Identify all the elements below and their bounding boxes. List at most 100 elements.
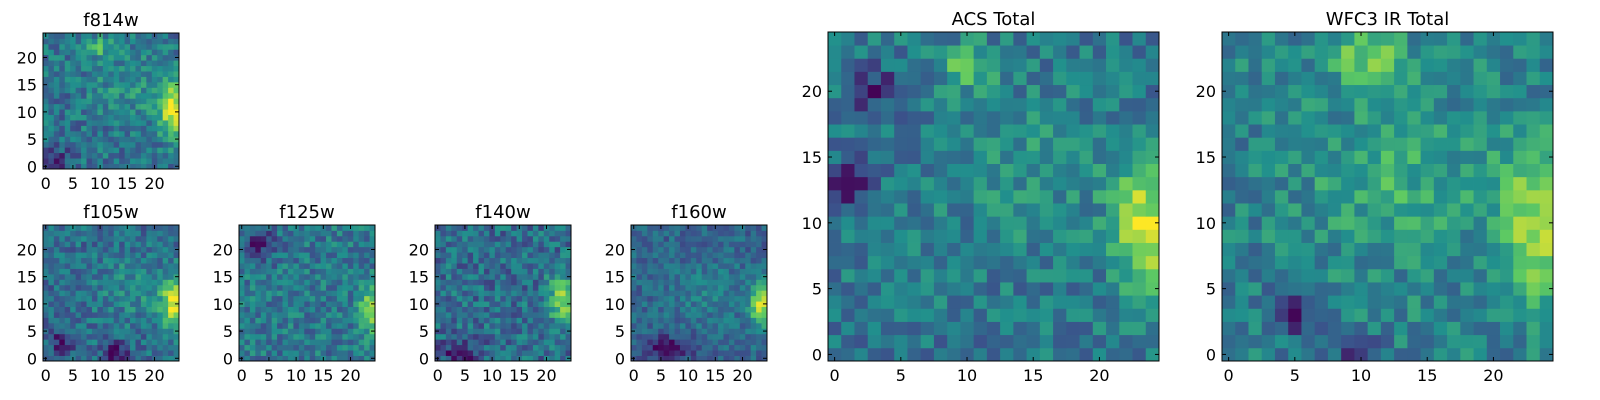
heatmap-cell bbox=[841, 45, 855, 59]
heatmap-cell bbox=[1526, 255, 1541, 270]
heatmap-cell bbox=[1394, 229, 1408, 243]
heatmap-cell bbox=[511, 290, 517, 297]
heatmap-cell bbox=[64, 306, 71, 313]
heatmap-cell bbox=[48, 301, 55, 307]
heatmap-cell bbox=[249, 322, 256, 329]
heatmap-cell bbox=[364, 350, 370, 356]
heatmap-cell bbox=[59, 344, 66, 351]
heatmap-cell bbox=[168, 125, 174, 132]
heatmap-cell bbox=[440, 306, 447, 313]
x-tick-label: 20 bbox=[1089, 366, 1109, 385]
heatmap-cell bbox=[102, 301, 109, 307]
heatmap-cell bbox=[146, 92, 153, 99]
heatmap-cell bbox=[483, 355, 490, 362]
heatmap-cell bbox=[102, 328, 109, 335]
heatmap-cell bbox=[249, 290, 256, 297]
heatmap-cell bbox=[113, 54, 120, 61]
heatmap-cell bbox=[244, 241, 251, 248]
heatmap-cell bbox=[1354, 137, 1369, 151]
heatmap-cell bbox=[1066, 32, 1080, 46]
heatmap-cell bbox=[1119, 176, 1133, 191]
heatmap-cell bbox=[1354, 268, 1369, 283]
heatmap-cell bbox=[1119, 137, 1133, 151]
heatmap-cell bbox=[102, 152, 109, 159]
heatmap-cell bbox=[1354, 58, 1369, 72]
heatmap-cell bbox=[146, 252, 153, 259]
heatmap-cell bbox=[59, 43, 66, 50]
heatmap-cell bbox=[358, 284, 365, 291]
heatmap-cell bbox=[86, 114, 93, 121]
heatmap-cell bbox=[1341, 58, 1355, 72]
heatmap-cell bbox=[124, 263, 131, 269]
heatmap-cell bbox=[761, 322, 768, 329]
heatmap-cell bbox=[685, 246, 692, 253]
heatmap-cell bbox=[162, 306, 169, 313]
heatmap-cell bbox=[1145, 255, 1160, 270]
heatmap-cell bbox=[718, 268, 724, 275]
heatmap-cell bbox=[854, 347, 869, 362]
heatmap-cell bbox=[151, 339, 158, 346]
heatmap-cell bbox=[168, 130, 174, 137]
heatmap-cell bbox=[1500, 71, 1514, 86]
heatmap-cell bbox=[59, 328, 66, 335]
heatmap-cell bbox=[70, 263, 77, 269]
heatmap-cell bbox=[894, 268, 908, 283]
heatmap-cell bbox=[298, 328, 305, 335]
heatmap-cell bbox=[130, 252, 136, 259]
heatmap-cell bbox=[516, 344, 523, 351]
heatmap-cell bbox=[1066, 282, 1080, 296]
heatmap-cell bbox=[674, 284, 681, 291]
heatmap-cell bbox=[456, 241, 463, 248]
heatmap-cell bbox=[500, 230, 507, 237]
heatmap-cell bbox=[712, 257, 719, 264]
heatmap-cell bbox=[652, 322, 659, 329]
heatmap-cell bbox=[86, 130, 93, 137]
heatmap-cell bbox=[157, 33, 164, 39]
heatmap-cell bbox=[81, 49, 87, 56]
heatmap-cell bbox=[1261, 32, 1276, 46]
heatmap-cell bbox=[353, 290, 360, 297]
heatmap-cell bbox=[48, 114, 55, 121]
heatmap-cell bbox=[119, 241, 125, 248]
heatmap-cell bbox=[320, 344, 327, 351]
heatmap-cell bbox=[1026, 45, 1041, 59]
heatmap-cell bbox=[102, 246, 109, 253]
heatmap-cell bbox=[456, 333, 463, 340]
heatmap-cell bbox=[543, 317, 550, 324]
heatmap-cell bbox=[674, 301, 681, 307]
heatmap-cell bbox=[718, 263, 724, 269]
heatmap-cell bbox=[712, 290, 719, 297]
heatmap-cell bbox=[674, 246, 681, 253]
heatmap-cell bbox=[690, 295, 697, 302]
heatmap-cell bbox=[986, 71, 1001, 86]
heatmap-cell bbox=[1261, 97, 1276, 112]
heatmap-cell bbox=[1420, 308, 1435, 322]
heatmap-cell bbox=[718, 273, 724, 280]
heatmap-cell bbox=[483, 279, 490, 286]
heatmap-cell bbox=[162, 268, 169, 275]
heatmap-cell bbox=[489, 268, 496, 275]
heatmap-cell bbox=[1039, 334, 1054, 349]
heatmap-cell bbox=[64, 60, 71, 67]
heatmap-cell bbox=[53, 38, 60, 45]
heatmap-cell bbox=[331, 273, 338, 280]
heatmap-cell bbox=[1288, 163, 1302, 178]
heatmap-cell bbox=[494, 273, 501, 280]
heatmap-cell bbox=[81, 263, 87, 269]
heatmap-cell bbox=[130, 230, 136, 237]
heatmap-cell bbox=[1092, 282, 1107, 296]
heatmap-cell bbox=[1288, 295, 1302, 309]
heatmap-cell bbox=[652, 317, 659, 324]
heatmap-cell bbox=[53, 136, 60, 143]
heatmap-cell bbox=[151, 136, 158, 143]
heatmap-cell bbox=[478, 257, 485, 264]
heatmap-cell bbox=[157, 230, 164, 237]
heatmap-cell bbox=[1486, 268, 1501, 283]
heatmap-cell bbox=[97, 60, 104, 67]
heatmap-cell bbox=[1341, 255, 1355, 270]
heatmap-cell bbox=[516, 257, 523, 264]
heatmap-cell bbox=[1274, 97, 1289, 112]
heatmap-cell bbox=[1433, 150, 1448, 164]
heatmap-cell bbox=[986, 137, 1001, 151]
